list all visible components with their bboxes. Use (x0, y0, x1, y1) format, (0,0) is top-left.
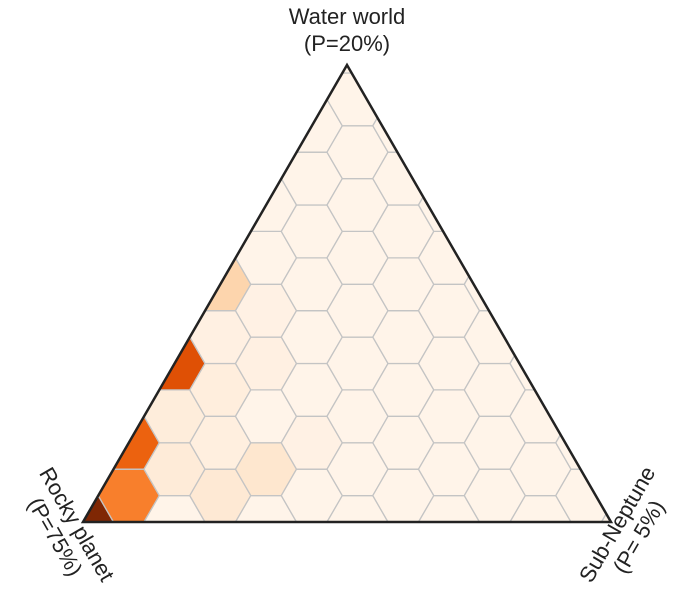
vertex-label-rocky-planet: Rocky planet (P=75%) (23, 463, 120, 586)
hexbin-cell (463, 521, 527, 522)
hexbin-cell (372, 521, 435, 522)
vertex-label-water-world: Water world (P=20%) (289, 4, 406, 56)
water-world-label: Water world (289, 4, 406, 29)
hexbin-cell (189, 521, 252, 522)
hexbin-cell (280, 521, 344, 522)
ternary-triangle-outline (80, 62, 614, 524)
vertex-label-sub-neptune: Sub-Neptune (P= 5%) (574, 462, 670, 587)
water-world-probability: (P=20%) (304, 31, 390, 56)
hexbin-cells (83, 65, 611, 522)
